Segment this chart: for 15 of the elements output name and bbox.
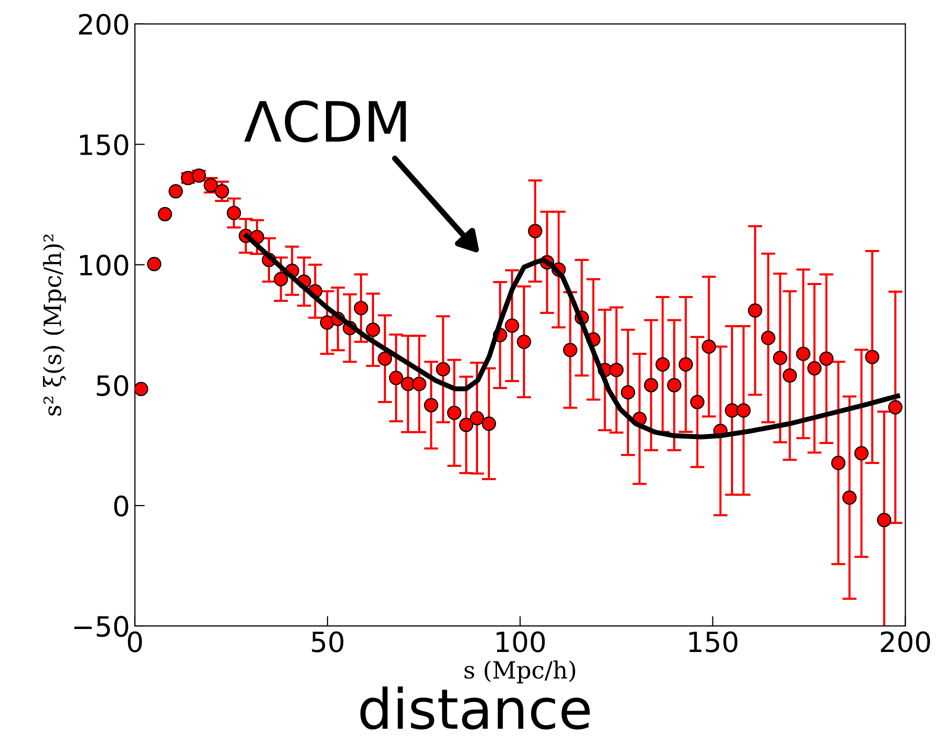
y-tick-label: 150 <box>80 134 128 156</box>
y-tick-label: 0 <box>114 496 128 517</box>
y-tick-label: 200 <box>79 14 128 35</box>
annotation: ΛCDM <box>244 100 406 142</box>
x-tick-label: 100 <box>496 631 545 652</box>
y-tick-label: −50 <box>74 616 128 637</box>
y-tick-label: 100 <box>80 254 128 276</box>
x-axis-title: s (Mpc/h) <box>464 660 576 684</box>
x-tick-label: 150 <box>689 631 738 652</box>
text: distance <box>360 686 590 730</box>
x-tick-label: 200 <box>880 631 930 652</box>
y-axis-title: s² ξ(s) (Mpc/h)² <box>42 234 66 416</box>
x-tick-label: 0 <box>128 631 142 652</box>
y-tick-label: 50 <box>96 375 128 396</box>
x-tick-label: 50 <box>312 631 344 652</box>
